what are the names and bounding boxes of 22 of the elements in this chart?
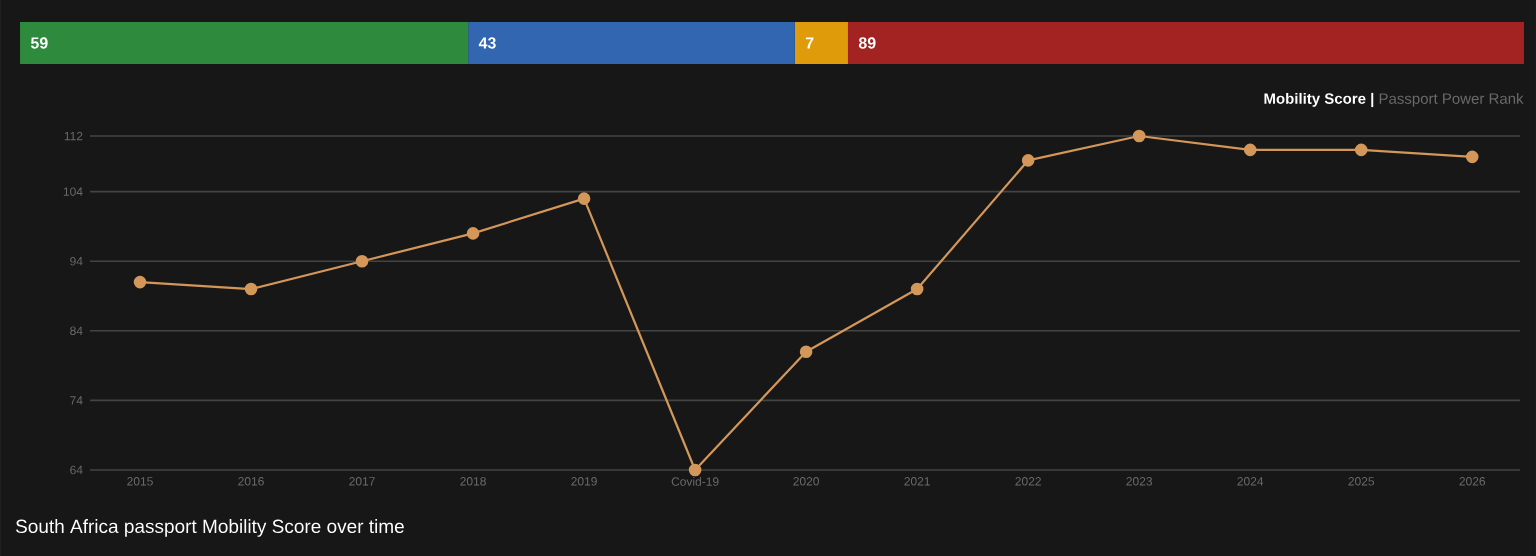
point <box>1132 129 1146 143</box>
point <box>244 282 258 296</box>
data-label: 7 <box>805 37 814 49</box>
point <box>577 192 591 205</box>
point <box>466 227 480 240</box>
bar <box>468 21 795 64</box>
data-label: 59 <box>30 37 48 49</box>
data-label: 43 <box>478 37 496 49</box>
point <box>799 345 813 358</box>
bar <box>794 21 848 64</box>
point <box>688 463 702 477</box>
point <box>133 275 147 289</box>
text: South Africa passport Mobility Score over time <box>15 519 404 537</box>
data-label: 89 <box>858 37 876 49</box>
point <box>1243 143 1257 157</box>
point <box>355 254 369 268</box>
point <box>1354 143 1368 157</box>
point <box>1465 150 1479 164</box>
bar <box>20 21 469 64</box>
point <box>1021 154 1035 167</box>
bar <box>847 21 1524 64</box>
point <box>910 282 924 296</box>
